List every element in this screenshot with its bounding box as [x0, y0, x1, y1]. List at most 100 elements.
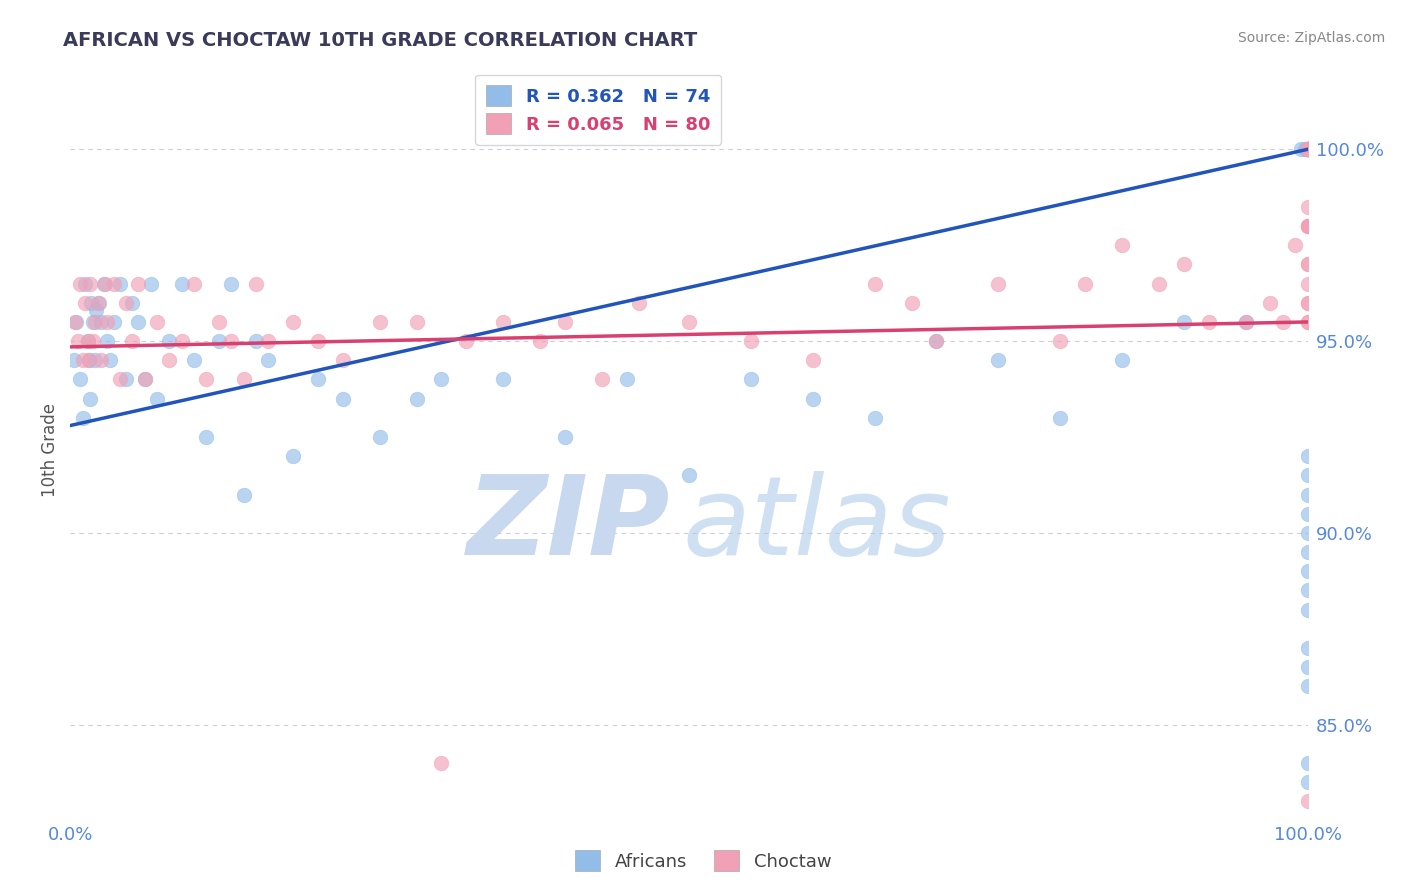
Point — [616, 372, 638, 386]
Point — [76, 334, 98, 348]
Point — [1296, 142, 1319, 156]
Point — [332, 353, 354, 368]
Text: AFRICAN VS CHOCTAW 10TH GRADE CORRELATION CHART: AFRICAN VS CHOCTAW 10TH GRADE CORRELATIO… — [63, 31, 697, 50]
Point — [1296, 602, 1319, 616]
Point — [1296, 142, 1319, 156]
Point — [529, 334, 551, 348]
Point — [1296, 487, 1319, 501]
Point — [1296, 564, 1319, 578]
Point — [127, 277, 149, 291]
Point — [134, 372, 156, 386]
Point — [1173, 257, 1195, 271]
Point — [1296, 525, 1319, 540]
Point — [157, 353, 180, 368]
Point — [1296, 142, 1319, 156]
Point — [1049, 410, 1071, 425]
Legend: R = 0.362   N = 74, R = 0.065   N = 80: R = 0.362 N = 74, R = 0.065 N = 80 — [475, 75, 721, 145]
Point — [1296, 142, 1319, 156]
Point — [183, 277, 205, 291]
Point — [139, 277, 162, 291]
Point — [925, 334, 948, 348]
Point — [1296, 142, 1319, 156]
Point — [69, 277, 91, 291]
Point — [1296, 583, 1319, 598]
Point — [257, 353, 280, 368]
Point — [1296, 640, 1319, 655]
Y-axis label: 10th Grade: 10th Grade — [41, 403, 59, 498]
Point — [82, 315, 104, 329]
Point — [554, 430, 576, 444]
Point — [863, 410, 886, 425]
Point — [75, 295, 97, 310]
Point — [93, 277, 115, 291]
Point — [245, 334, 267, 348]
Point — [115, 372, 138, 386]
Point — [257, 334, 280, 348]
Point — [195, 372, 218, 386]
Point — [1234, 315, 1257, 329]
Point — [208, 334, 231, 348]
Point — [1296, 315, 1319, 329]
Point — [1296, 660, 1319, 674]
Point — [801, 392, 824, 406]
Point — [65, 315, 87, 329]
Point — [987, 277, 1010, 291]
Point — [281, 315, 304, 329]
Point — [1111, 238, 1133, 252]
Point — [1296, 295, 1319, 310]
Point — [1296, 219, 1319, 233]
Point — [430, 372, 453, 386]
Point — [1296, 200, 1319, 214]
Point — [405, 392, 427, 406]
Point — [65, 315, 87, 329]
Point — [281, 449, 304, 463]
Point — [368, 430, 391, 444]
Point — [1296, 756, 1319, 770]
Point — [219, 334, 242, 348]
Point — [98, 353, 121, 368]
Point — [79, 277, 101, 291]
Point — [1074, 277, 1097, 291]
Point — [72, 353, 94, 368]
Point — [76, 334, 98, 348]
Point — [430, 756, 453, 770]
Point — [801, 353, 824, 368]
Text: Source: ZipAtlas.com: Source: ZipAtlas.com — [1237, 31, 1385, 45]
Point — [1296, 277, 1319, 291]
Point — [1296, 142, 1319, 156]
Point — [1296, 142, 1319, 156]
Point — [1296, 545, 1319, 559]
Point — [75, 277, 97, 291]
Point — [1198, 315, 1220, 329]
Point — [219, 277, 242, 291]
Point — [69, 372, 91, 386]
Point — [1296, 219, 1319, 233]
Point — [232, 372, 254, 386]
Point — [987, 353, 1010, 368]
Point — [740, 334, 762, 348]
Point — [1296, 295, 1319, 310]
Point — [1296, 142, 1319, 156]
Point — [245, 277, 267, 291]
Point — [66, 334, 89, 348]
Legend: Africans, Choctaw: Africans, Choctaw — [568, 843, 838, 879]
Point — [1296, 507, 1319, 521]
Point — [103, 277, 125, 291]
Point — [82, 334, 104, 348]
Point — [96, 334, 118, 348]
Point — [678, 468, 700, 483]
Point — [183, 353, 205, 368]
Point — [307, 334, 329, 348]
Point — [1296, 257, 1319, 271]
Point — [146, 392, 169, 406]
Point — [1296, 142, 1319, 156]
Point — [146, 315, 169, 329]
Point — [1284, 238, 1306, 252]
Point — [121, 295, 143, 310]
Point — [1234, 315, 1257, 329]
Point — [863, 277, 886, 291]
Point — [90, 315, 112, 329]
Point — [1296, 794, 1319, 808]
Point — [492, 372, 515, 386]
Point — [87, 295, 110, 310]
